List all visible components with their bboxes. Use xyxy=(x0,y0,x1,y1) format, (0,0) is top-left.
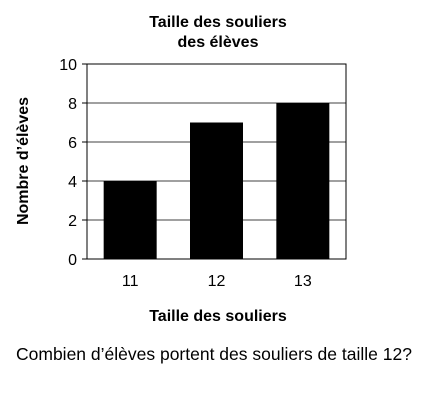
bars xyxy=(103,103,330,259)
bar-11 xyxy=(103,181,157,259)
chart-title-line-1: Taille des souliers xyxy=(149,14,287,31)
y-tick-label: 10 xyxy=(59,57,77,74)
x-axis-label: Taille des souliers xyxy=(149,308,287,325)
x-tick-label: 11 xyxy=(122,273,139,290)
chart-title: Taille des souliers des élèves xyxy=(149,14,287,51)
y-axis-ticks: 0 2 4 6 8 10 xyxy=(59,57,87,269)
y-tick-label: 8 xyxy=(68,96,77,113)
x-tick-label: 12 xyxy=(208,273,226,290)
x-axis-ticks: 11 12 13 xyxy=(122,273,312,290)
bar-12 xyxy=(190,122,243,259)
y-tick-label: 6 xyxy=(68,135,77,152)
y-tick-label: 2 xyxy=(68,213,77,230)
y-axis-label: Nombre d’élèves xyxy=(15,97,32,225)
chart-title-line-2: des élèves xyxy=(178,34,259,51)
bar-chart: Taille des souliers des élèves 0 2 4 6 8 10 1… xyxy=(15,14,347,325)
y-tick-label: 4 xyxy=(68,174,77,191)
question-text: Combien d’élèves portent des souliers de… xyxy=(16,344,412,364)
plot-frame xyxy=(86,63,347,260)
bar-13 xyxy=(276,103,330,259)
x-tick-label: 13 xyxy=(294,273,312,290)
y-tick-label: 0 xyxy=(68,252,77,269)
